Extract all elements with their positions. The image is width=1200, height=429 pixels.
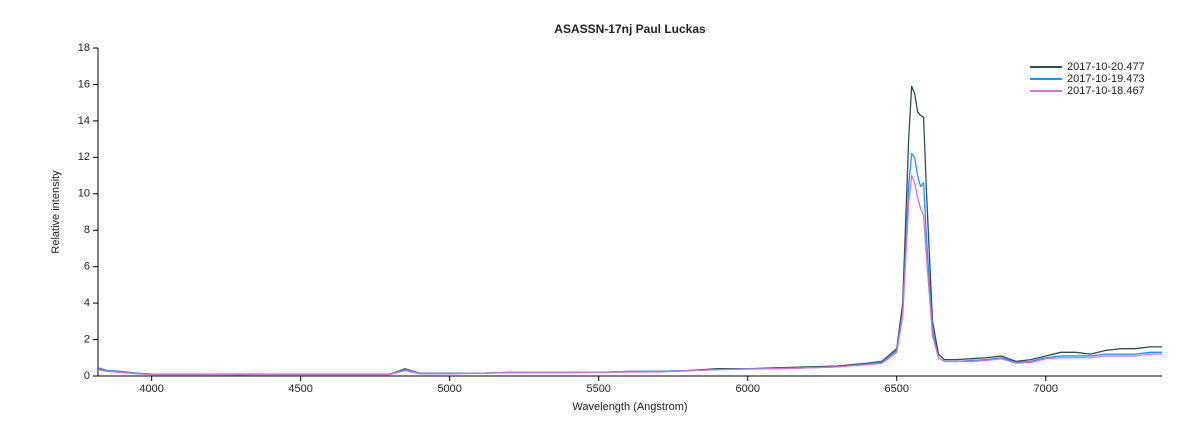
y-tick-label: 2: [84, 333, 90, 345]
x-tick-label: 6500: [885, 383, 909, 395]
chart-title: ASASSN-17nj Paul Luckas: [554, 22, 706, 36]
legend-label: 2017-10-19.473: [1067, 73, 1145, 85]
x-tick-label: 4500: [288, 383, 312, 395]
legend-label: 2017-10-18.467: [1067, 85, 1145, 97]
y-tick-label: 18: [78, 42, 90, 54]
x-tick-label: 5000: [437, 383, 461, 395]
x-tick-label: 6000: [735, 383, 759, 395]
series-line: [97, 174, 1162, 376]
x-tick-label: 5500: [586, 383, 610, 395]
y-tick-label: 14: [78, 115, 90, 127]
y-tick-label: 10: [78, 188, 90, 200]
y-tick-label: 6: [84, 261, 90, 273]
legend-label: 2017-10-20.477: [1067, 61, 1145, 73]
x-axis-label: Wavelength (Angstrom): [572, 401, 687, 413]
y-axis-label: Relative intensity: [50, 170, 62, 254]
y-tick-label: 16: [78, 78, 90, 90]
x-tick-label: 4000: [139, 383, 163, 395]
y-tick-label: 0: [84, 370, 90, 382]
y-tick-label: 12: [78, 151, 90, 163]
y-tick-label: 4: [84, 297, 90, 309]
x-tick-label: 7000: [1034, 383, 1058, 395]
y-tick-label: 8: [84, 224, 90, 236]
